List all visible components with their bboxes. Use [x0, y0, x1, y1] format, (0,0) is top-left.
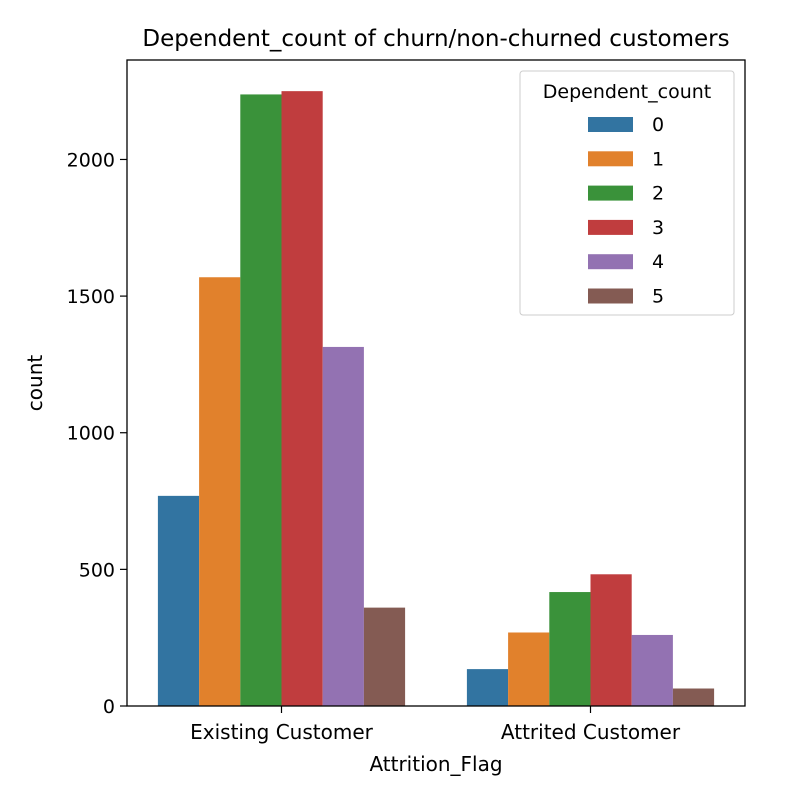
bar-dependents-5-attrited	[672, 688, 715, 706]
bar-dependents-2-attrited	[549, 592, 591, 706]
y-tick-label: 1500	[67, 286, 115, 308]
bar-dependents-0-existing	[157, 495, 200, 706]
y-axis: 0 500 1000 1500 2000	[67, 149, 127, 718]
legend-label-4: 4	[652, 251, 664, 273]
legend-label-5: 5	[652, 286, 664, 308]
bar-dependents-1-attrited	[508, 632, 550, 706]
x-tick-label: Attrited Customer	[501, 720, 681, 744]
plot-frame	[126, 59, 746, 707]
legend-swatch-5	[588, 288, 633, 304]
legend-swatch-4	[588, 254, 633, 270]
bar-dependents-4-attrited	[631, 634, 673, 706]
legend-swatch-0	[588, 117, 633, 132]
y-tick-label: 500	[79, 559, 115, 581]
y-tick-label: 0	[103, 696, 115, 718]
legend-label-3: 3	[652, 217, 664, 239]
chart-title: Dependent_count of churn/non-churned cus…	[142, 26, 729, 52]
y-tick-label: 2000	[67, 149, 115, 171]
x-axis-label: Attrition_Flag	[369, 752, 502, 776]
bar-dependents-4-existing	[322, 346, 364, 706]
legend-swatch-3	[588, 219, 633, 235]
bar-dependents-2-existing	[240, 94, 282, 707]
legend: Dependent_count 0 1 2 3 4 5	[519, 70, 735, 316]
legend-title: Dependent_count	[543, 81, 711, 103]
bars-group	[157, 91, 715, 707]
bar-dependents-0-attrited	[466, 669, 509, 706]
bar-dependents-5-existing	[363, 607, 406, 706]
legend-label-2: 2	[652, 183, 664, 205]
y-axis-label: count	[23, 355, 47, 412]
legend-swatch-1	[588, 151, 633, 167]
bar-dependents-1-existing	[199, 277, 241, 706]
legend-swatch-2	[588, 185, 633, 201]
legend-label-0: 0	[652, 114, 664, 136]
bar-dependents-3-attrited	[590, 574, 632, 706]
x-tick-label: Existing Customer	[190, 720, 374, 744]
y-tick-label: 1000	[67, 423, 115, 445]
legend-items: 0 1 2 3 4 5	[588, 114, 664, 308]
x-axis: Existing Customer Attrited Customer	[190, 706, 681, 744]
bar-dependents-3-existing	[281, 91, 323, 706]
legend-label-1: 1	[652, 148, 664, 170]
